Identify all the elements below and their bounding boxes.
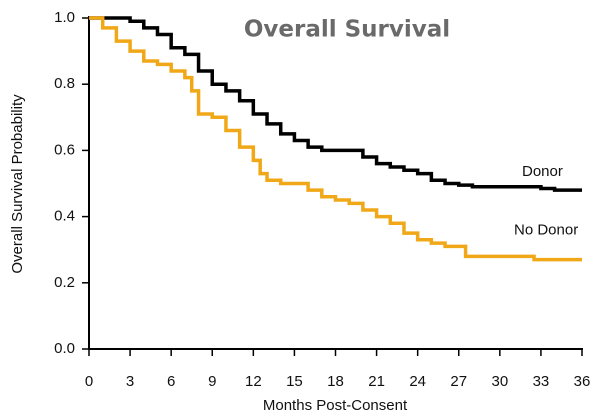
- y-tick-label: 0.6: [54, 141, 75, 158]
- y-tick-label: 1.0: [54, 9, 75, 26]
- y-axis-title: Overall Survival Probability: [9, 94, 26, 274]
- x-tick-label: 30: [491, 373, 508, 390]
- y-tick-label: 0.0: [54, 340, 75, 357]
- y-tick-label: 0.4: [54, 208, 75, 225]
- x-tick-label: 6: [167, 373, 175, 390]
- chart-title: Overall Survival: [244, 17, 450, 43]
- x-tick-label: 33: [533, 373, 550, 390]
- x-tick-label: 12: [245, 373, 262, 390]
- series-label: Donor: [522, 163, 563, 180]
- x-tick-label: 3: [126, 373, 134, 390]
- x-tick-label: 24: [409, 373, 426, 390]
- y-tick-label: 0.8: [54, 75, 75, 92]
- series-label: No Donor: [514, 222, 578, 239]
- x-axis-title: Months Post-Consent: [263, 397, 408, 414]
- survival-line: [89, 16, 582, 192]
- x-tick-label: 21: [368, 373, 385, 390]
- x-tick-label: 36: [574, 373, 591, 390]
- x-tick-label: 15: [286, 373, 303, 390]
- survival-line: [89, 16, 582, 262]
- x-tick-label: 27: [450, 373, 467, 390]
- x-tick-label: 0: [85, 373, 93, 390]
- x-tick-label: 18: [327, 373, 344, 390]
- x-tick-label: 9: [208, 373, 216, 390]
- y-tick-label: 0.2: [54, 274, 75, 291]
